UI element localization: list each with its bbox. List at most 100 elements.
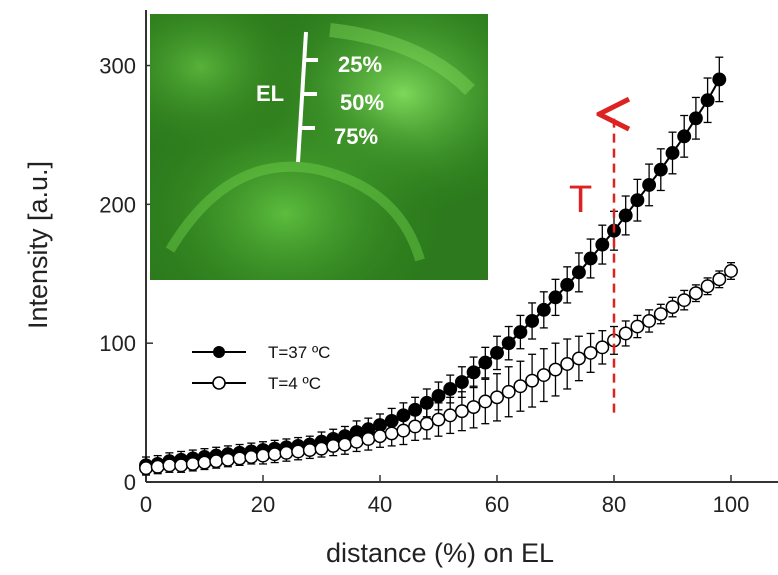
data-point — [291, 444, 306, 459]
data-point — [700, 93, 715, 108]
inset-tick-75: 75% — [334, 124, 378, 149]
data-point — [337, 437, 352, 452]
data-point — [618, 208, 633, 223]
data-point — [174, 458, 189, 473]
inset-el-label: EL — [256, 81, 284, 106]
data-point — [560, 277, 575, 292]
x-tick-label: 80 — [602, 492, 626, 517]
data-point — [197, 455, 212, 470]
legend: T=37 ºC T=4 ºC — [192, 343, 330, 393]
data-point — [665, 300, 680, 315]
y-tick-label: 300 — [99, 54, 136, 79]
data-point — [501, 336, 516, 351]
x-tick-label: 0 — [140, 492, 152, 517]
legend-marker-37 — [213, 346, 225, 358]
data-point — [548, 290, 563, 305]
y-tick-label: 0 — [124, 470, 136, 495]
y-tick-label: 100 — [99, 331, 136, 356]
data-point — [349, 434, 364, 449]
data-point — [513, 379, 528, 394]
data-point — [490, 345, 504, 360]
data-point — [618, 326, 633, 341]
inset-tick-50: 50% — [340, 90, 384, 115]
x-tick-label: 40 — [368, 492, 392, 517]
data-point — [314, 441, 329, 456]
data-point — [408, 419, 423, 434]
temperature-annotation: T — [569, 114, 614, 413]
data-point — [232, 451, 247, 466]
data-point — [630, 319, 645, 334]
data-point — [443, 408, 458, 423]
x-tick-label: 60 — [485, 492, 509, 517]
data-point — [688, 111, 703, 126]
data-point — [220, 452, 235, 467]
data-point — [665, 146, 680, 160]
tick-layer: 0 20 40 60 80 100 0 100 200 300 — [99, 54, 749, 517]
data-point — [513, 325, 528, 340]
data-point — [536, 368, 551, 383]
data-point — [419, 416, 434, 431]
data-point — [642, 177, 657, 192]
data-point — [536, 302, 551, 317]
data-point — [571, 351, 586, 366]
x-tick-label: 20 — [251, 492, 275, 517]
data-point — [150, 459, 165, 474]
plot-area — [145, 10, 778, 483]
data-point — [466, 365, 481, 380]
data-point — [700, 279, 715, 294]
data-point — [279, 445, 294, 460]
data-point — [653, 162, 668, 177]
data-point — [525, 314, 540, 328]
y-tick-label: 200 — [99, 192, 136, 217]
data-point — [454, 404, 469, 419]
data-point — [443, 382, 458, 396]
data-point — [431, 388, 446, 403]
data-point — [712, 72, 727, 87]
data-point — [361, 432, 376, 446]
data-point — [396, 423, 411, 438]
data-point — [139, 461, 153, 476]
data-point — [724, 264, 738, 278]
data-point — [373, 429, 387, 444]
data-point — [583, 345, 598, 360]
data-point — [490, 390, 504, 405]
data-point — [642, 314, 657, 328]
data-point — [571, 265, 586, 280]
data-point — [256, 448, 270, 463]
legend-marker-4 — [212, 376, 226, 390]
data-point — [267, 447, 282, 462]
data-point — [688, 286, 703, 301]
inset-scale-bar — [296, 31, 308, 163]
data-point — [630, 193, 645, 208]
data-point — [454, 375, 469, 389]
y-axis-title: Intensity [a.u.] — [23, 161, 53, 329]
x-axis-title: distance (%) on EL — [326, 538, 554, 568]
inset-tick-25: 25% — [338, 52, 382, 77]
data-point — [595, 237, 610, 252]
legend-label-4: T=4 ºC — [268, 374, 321, 393]
data-point — [478, 394, 493, 409]
data-point — [162, 458, 177, 473]
data-point — [419, 395, 434, 410]
data-point — [525, 373, 540, 388]
data-point — [466, 400, 481, 414]
series-1 — [139, 262, 738, 476]
data-point — [712, 272, 727, 287]
data-point — [185, 457, 200, 471]
data-point — [431, 412, 446, 427]
data-point — [501, 384, 516, 399]
temperature-label: T — [569, 179, 592, 221]
data-point — [653, 307, 668, 321]
data-point — [560, 357, 575, 371]
data-point — [583, 251, 598, 266]
inset-image: EL 25% 50% 75% — [150, 14, 488, 280]
x-tick-label: 100 — [713, 492, 750, 517]
fit-curve-1 — [145, 270, 732, 470]
data-point — [209, 454, 224, 469]
data-point — [384, 426, 399, 441]
data-point — [548, 362, 563, 377]
data-point — [677, 293, 692, 308]
data-point — [302, 443, 317, 458]
legend-label-37: T=37 ºC — [268, 343, 330, 362]
